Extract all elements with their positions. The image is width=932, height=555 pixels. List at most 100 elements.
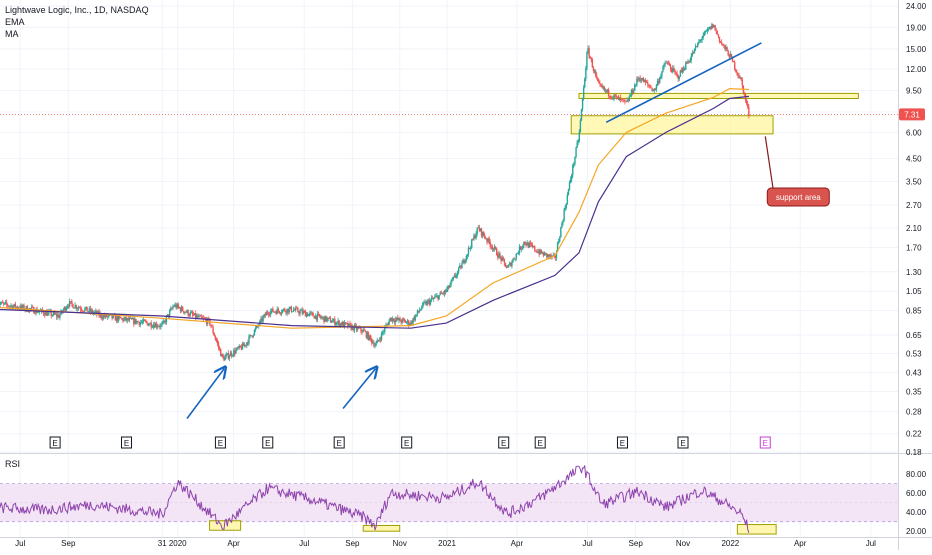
rsi-highlight-box[interactable] xyxy=(362,524,401,532)
candle-body xyxy=(333,318,335,321)
earnings-marker[interactable] xyxy=(333,436,345,449)
candle-body xyxy=(635,84,637,86)
earnings-marker[interactable] xyxy=(262,436,274,449)
candle-body xyxy=(114,315,117,321)
candle-body xyxy=(340,323,343,326)
candle-body xyxy=(85,306,87,309)
candle-body xyxy=(168,310,171,317)
candle-body xyxy=(272,308,274,313)
candle-body xyxy=(733,62,736,70)
candle-body xyxy=(173,306,175,307)
candle-body xyxy=(531,244,534,247)
earnings-marker[interactable] xyxy=(121,436,133,449)
current-price-label: 7.31 xyxy=(904,110,920,119)
trendline[interactable] xyxy=(605,42,762,124)
candle-body xyxy=(364,330,366,332)
arrow-annotation[interactable] xyxy=(342,368,376,410)
candle-body xyxy=(356,327,359,330)
candle-body xyxy=(171,308,173,310)
candle-body xyxy=(233,350,235,356)
candle-body xyxy=(513,258,515,260)
ema-indicator-label[interactable]: EMA xyxy=(5,17,25,27)
candle-body xyxy=(547,254,549,257)
ema-line xyxy=(0,87,750,329)
candle-body xyxy=(192,314,195,316)
candle-body xyxy=(429,300,432,305)
candle-body xyxy=(123,318,125,321)
support-zone-box[interactable] xyxy=(570,115,774,135)
earnings-marker[interactable] xyxy=(759,436,771,449)
earnings-marker[interactable] xyxy=(214,436,226,449)
candle-body xyxy=(530,244,533,245)
candle-body xyxy=(155,323,158,327)
candle-body xyxy=(236,347,238,350)
candle-body xyxy=(592,67,595,71)
candle-body xyxy=(50,311,52,316)
earnings-marker[interactable] xyxy=(401,436,413,449)
ma-indicator-label[interactable]: MA xyxy=(5,29,19,39)
candle-body xyxy=(585,68,587,79)
candle-body xyxy=(375,343,377,346)
candle-body xyxy=(586,52,588,69)
candle-body xyxy=(158,326,160,328)
price-axis[interactable]: 24.0019.0015.0012.009.507.506.004.503.50… xyxy=(899,2,927,536)
candle-body xyxy=(394,319,397,323)
candle-body xyxy=(602,86,604,88)
candle-body xyxy=(709,26,711,29)
symbol-title[interactable]: Lightwave Logic, Inc., 1D, NASDAQ xyxy=(5,5,149,15)
candle-body xyxy=(515,253,517,259)
candle-body xyxy=(37,311,39,313)
candle-body xyxy=(587,48,589,53)
candle-body xyxy=(501,257,503,261)
candle-body xyxy=(183,310,185,313)
candle-body xyxy=(579,120,582,132)
candle-body xyxy=(260,318,262,321)
candle-body xyxy=(411,321,413,324)
candle-body xyxy=(450,280,452,285)
candle-body xyxy=(290,306,293,312)
candle-body xyxy=(208,318,210,320)
candle-body xyxy=(280,312,283,314)
rsi-indicator-label[interactable]: RSI xyxy=(5,459,21,469)
candle-body xyxy=(354,325,357,327)
candle-body xyxy=(321,317,323,319)
earnings-marker[interactable] xyxy=(534,436,546,449)
candle-body xyxy=(573,163,575,166)
candle-body xyxy=(726,47,728,51)
current-price-tag[interactable] xyxy=(899,108,925,121)
candle-body xyxy=(556,243,559,253)
candle-body xyxy=(1,302,4,303)
earnings-marker[interactable] xyxy=(616,436,628,449)
candle-body xyxy=(240,346,243,350)
support-zones[interactable] xyxy=(570,92,859,135)
candle-body xyxy=(731,56,734,62)
earnings-marker-label: E xyxy=(265,439,270,448)
price-tick-label: 0.85 xyxy=(906,307,922,316)
candle-body xyxy=(713,25,715,28)
time-axis[interactable]: Jul Sep 31 2020 Apr Jul Sep Nov 2021 Apr Jul Sep Nov… xyxy=(15,539,876,548)
drawings[interactable]: support area xyxy=(0,42,898,419)
candle-body xyxy=(458,267,460,272)
arrow-annotation[interactable] xyxy=(186,368,224,419)
candle-body xyxy=(719,41,722,43)
callout-box[interactable] xyxy=(766,187,830,207)
candle-body xyxy=(454,275,457,277)
earnings-marker[interactable] xyxy=(49,436,61,449)
candle-body xyxy=(273,311,275,313)
rsi-highlight-box[interactable] xyxy=(736,524,777,535)
candle-body xyxy=(255,325,258,328)
candle-body xyxy=(96,311,98,315)
candle-body xyxy=(701,37,703,40)
earnings-marker[interactable] xyxy=(677,436,689,449)
candle-body xyxy=(624,99,626,102)
earnings-marker[interactable] xyxy=(498,436,510,449)
candle-body xyxy=(619,97,622,100)
candle-body xyxy=(638,78,640,80)
candle-body xyxy=(65,307,68,311)
candle-body xyxy=(722,44,724,45)
resistance-zone-box[interactable] xyxy=(578,92,859,99)
rsi-tick-label: 60.00 xyxy=(906,489,927,498)
candle-body xyxy=(536,251,538,253)
